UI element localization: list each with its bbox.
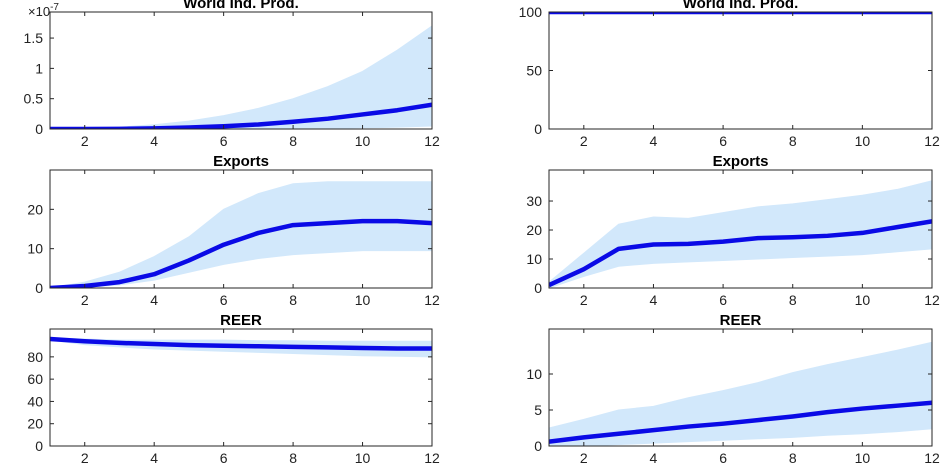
median-line	[50, 336, 432, 351]
x-tick-label: 6	[719, 133, 727, 149]
plot-area	[50, 336, 432, 358]
y-tick-label: 0	[534, 438, 542, 454]
y-tick-label: 0	[534, 121, 542, 137]
subplot: 2 4 6 8 10 12 0 5 10 REER	[526, 312, 940, 466]
plot-area	[50, 25, 432, 129]
x-tick-label: 4	[650, 133, 658, 149]
x-tick-label: 4	[650, 292, 658, 308]
y-tick-label: 50	[526, 63, 542, 79]
y-tick-label: 0	[35, 280, 43, 296]
subplot: 2 4 6 8 10 12 0 10 20 Exports	[27, 153, 440, 308]
subplot: 2 4 6 8 10 12 0 10 20 30 Exports	[526, 153, 940, 308]
x-tick-label: 6	[220, 292, 228, 308]
subplot: 2 4 6 8 10 12 0 50 100 World Ind. Prod.	[519, 0, 940, 149]
multiplier-exponent: -7	[50, 2, 59, 13]
median-line	[549, 219, 932, 288]
subplot-title: World Ind. Prod.	[183, 0, 299, 12]
y-tick-label: 10	[526, 366, 542, 382]
x-tick-label: 8	[789, 133, 797, 149]
x-tick-label: 10	[855, 292, 871, 308]
x-tick-label: 6	[719, 450, 727, 466]
confidence-band	[549, 180, 932, 288]
x-tick-label: 2	[81, 450, 89, 466]
median-line	[50, 218, 432, 288]
x-tick-label: 8	[289, 450, 297, 466]
y-tick-label: 1	[35, 60, 43, 76]
y-tick-label: 20	[526, 222, 542, 238]
plot-area	[50, 181, 432, 288]
x-tick-label: 12	[924, 450, 940, 466]
y-tick-label: 80	[27, 349, 43, 365]
x-tick-label: 8	[789, 292, 797, 308]
confidence-band	[549, 341, 932, 446]
y-tick-label: 0.5	[24, 91, 44, 107]
x-tick-label: 8	[289, 133, 297, 149]
x-tick-label: 4	[150, 133, 158, 149]
x-tick-label: 10	[355, 292, 371, 308]
x-tick-label: 12	[424, 133, 440, 149]
multiplier-base: ×10	[28, 4, 50, 19]
x-tick-label: 10	[855, 133, 871, 149]
x-tick-label: 12	[424, 450, 440, 466]
confidence-band	[50, 25, 432, 129]
plot-area	[549, 341, 932, 446]
subplot-title: Exports	[213, 153, 269, 170]
x-tick-label: 4	[150, 450, 158, 466]
x-tick-label: 12	[924, 292, 940, 308]
y-tick-label: 60	[27, 371, 43, 387]
y-tick-label: 10	[526, 251, 542, 267]
x-tick-label: 8	[289, 292, 297, 308]
y-tick-label: 10	[27, 241, 43, 257]
x-tick-label: 8	[789, 450, 797, 466]
axes-box	[49, 11, 433, 130]
y-tick-label: 20	[27, 416, 43, 432]
y-tick-label: 0	[534, 280, 542, 296]
y-tick-label: 1.5	[24, 30, 44, 46]
axes-box	[548, 169, 933, 289]
x-tick-label: 4	[150, 292, 158, 308]
y-tick-label: 0	[35, 121, 43, 137]
y-tick-label: 30	[526, 193, 542, 209]
x-tick-label: 2	[580, 292, 588, 308]
x-tick-label: 10	[855, 450, 871, 466]
x-tick-label: 12	[924, 133, 940, 149]
x-tick-label: 2	[81, 133, 89, 149]
axes-box	[49, 169, 433, 289]
axis-multiplier: ×10-7	[28, 2, 59, 19]
axes-box	[548, 11, 933, 130]
y-tick-label: 100	[519, 4, 543, 20]
confidence-band	[50, 181, 432, 288]
y-tick-label: 40	[27, 393, 43, 409]
x-tick-label: 2	[81, 292, 89, 308]
x-tick-label: 10	[355, 133, 371, 149]
subplot-title: REER	[720, 312, 762, 329]
x-tick-label: 4	[650, 450, 658, 466]
x-tick-label: 10	[355, 450, 371, 466]
subplot-title: REER	[220, 312, 262, 329]
x-tick-label: 2	[580, 450, 588, 466]
y-tick-label: 5	[534, 402, 542, 418]
x-tick-label: 12	[424, 292, 440, 308]
plot-area	[549, 180, 932, 288]
y-tick-label: 20	[27, 201, 43, 217]
subplot: 2 4 6 8 10 12 0 0.5 1 1.5 World Ind. Prod. ×10-7	[24, 0, 440, 149]
x-tick-label: 6	[220, 133, 228, 149]
median-line	[549, 400, 932, 444]
x-tick-label: 6	[719, 292, 727, 308]
subplot-title: Exports	[713, 153, 769, 170]
subplot-title: World Ind. Prod.	[683, 0, 799, 12]
axes-box	[49, 328, 433, 447]
subplot: 2 4 6 8 10 12 0 20 40 60 80 REER	[27, 312, 440, 466]
x-tick-label: 2	[580, 133, 588, 149]
axes-box	[548, 328, 933, 447]
y-tick-label: 0	[35, 438, 43, 454]
x-tick-label: 6	[220, 450, 228, 466]
